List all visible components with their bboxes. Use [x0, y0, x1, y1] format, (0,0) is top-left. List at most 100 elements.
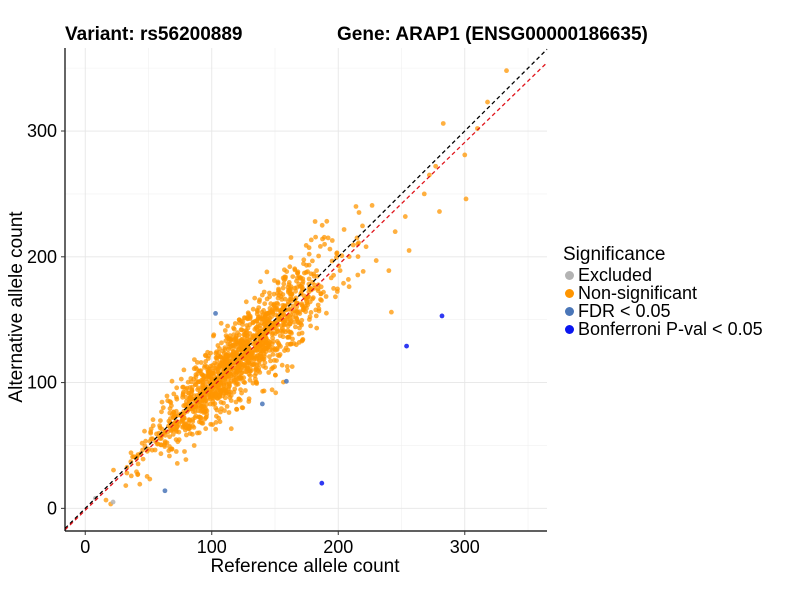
- point-non-significant: [324, 310, 329, 316]
- point-non-significant: [334, 255, 339, 260]
- point-non-significant: [345, 277, 351, 282]
- point-non-significant: [244, 329, 250, 335]
- point-non-significant: [181, 384, 186, 390]
- point-non-significant: [250, 306, 256, 312]
- point-non-significant: [324, 218, 330, 224]
- point-non-significant: [231, 378, 237, 383]
- point-non-significant: [275, 279, 281, 285]
- point-non-significant: [290, 274, 296, 279]
- point-non-significant: [160, 405, 166, 411]
- point-non-significant: [244, 340, 250, 346]
- x-tick-label: 0: [80, 537, 90, 557]
- point-non-significant: [212, 401, 218, 407]
- point-non-significant: [218, 399, 224, 405]
- point-non-significant: [211, 332, 217, 338]
- point-bonferroni-p-val-0-05: [439, 313, 445, 319]
- point-non-significant: [128, 473, 134, 479]
- point-non-significant: [346, 284, 352, 290]
- point-non-significant: [268, 358, 273, 364]
- point-non-significant: [242, 315, 248, 321]
- point-non-significant: [363, 244, 369, 250]
- point-non-significant: [270, 352, 276, 357]
- point-non-significant: [257, 325, 263, 331]
- point-non-significant: [312, 219, 318, 224]
- point-non-significant: [297, 276, 303, 281]
- point-non-significant: [210, 389, 216, 395]
- point-non-significant: [190, 417, 196, 422]
- point-non-significant: [186, 397, 192, 402]
- point-non-significant: [275, 352, 281, 358]
- point-non-significant: [280, 302, 286, 308]
- point-non-significant: [293, 288, 298, 294]
- point-non-significant: [231, 325, 236, 331]
- point-non-significant: [194, 366, 200, 372]
- point-non-significant: [285, 323, 291, 329]
- point-non-significant: [313, 313, 319, 319]
- point-non-significant: [303, 295, 309, 301]
- legend-key-bonferroni: [565, 324, 574, 334]
- point-non-significant: [232, 386, 238, 392]
- point-non-significant: [225, 323, 231, 329]
- chart-title-gene: Gene: ARAP1 (ENSG00000186635): [337, 24, 648, 45]
- point-non-significant: [200, 382, 206, 388]
- point-non-significant: [355, 254, 361, 259]
- point-non-significant: [233, 399, 239, 405]
- point-non-significant: [279, 362, 285, 368]
- point-non-significant: [355, 272, 361, 278]
- point-non-significant: [235, 369, 241, 375]
- point-non-significant: [191, 443, 197, 448]
- point-non-significant: [167, 399, 173, 404]
- point-non-significant: [262, 353, 267, 359]
- point-non-significant: [144, 448, 150, 454]
- point-non-significant: [316, 253, 321, 259]
- point-non-significant: [263, 312, 269, 317]
- point-non-significant: [293, 324, 298, 330]
- point-non-significant: [222, 374, 228, 380]
- point-non-significant: [275, 301, 281, 307]
- point-non-significant: [182, 449, 187, 454]
- point-non-significant: [283, 274, 288, 280]
- point-non-significant: [158, 451, 164, 457]
- point-non-significant: [504, 68, 509, 74]
- point-non-significant: [274, 329, 280, 335]
- point-non-significant: [289, 330, 294, 336]
- point-non-significant: [217, 363, 223, 368]
- point-non-significant: [266, 370, 272, 375]
- point-non-significant: [337, 268, 343, 273]
- point-non-significant: [263, 319, 269, 325]
- point-non-significant: [282, 296, 288, 302]
- point-non-significant: [148, 430, 154, 436]
- point-non-significant: [202, 352, 208, 358]
- point-non-significant: [164, 393, 170, 399]
- legend-label: Bonferroni P-val < 0.05: [578, 319, 763, 339]
- point-non-significant: [218, 377, 224, 383]
- point-non-significant: [235, 330, 240, 336]
- point-non-significant: [239, 370, 245, 376]
- point-non-significant: [315, 286, 321, 292]
- point-non-significant: [207, 401, 213, 407]
- point-non-significant: [202, 408, 208, 414]
- reference-line-identity: [64, 48, 548, 529]
- point-non-significant: [139, 440, 145, 446]
- point-non-significant: [157, 423, 163, 428]
- point-non-significant: [485, 99, 490, 105]
- point-non-significant: [463, 196, 469, 202]
- point-non-significant: [264, 340, 270, 346]
- point-non-significant: [287, 264, 293, 270]
- point-non-significant: [210, 370, 216, 376]
- point-non-significant: [215, 343, 221, 348]
- point-fdr-0-05: [283, 378, 289, 384]
- legend-item-excluded: Excluded: [563, 266, 763, 284]
- point-non-significant: [178, 419, 184, 424]
- point-non-significant: [234, 341, 239, 346]
- point-non-significant: [171, 409, 177, 415]
- point-non-significant: [307, 314, 313, 320]
- legend: Significance Excluded Non-significant FD…: [563, 245, 763, 339]
- point-non-significant: [251, 333, 256, 338]
- point-non-significant: [287, 297, 292, 303]
- point-non-significant: [291, 319, 297, 325]
- point-non-significant: [180, 391, 186, 397]
- point-non-significant: [258, 279, 263, 285]
- point-non-significant: [325, 235, 331, 241]
- point-non-significant: [198, 360, 204, 365]
